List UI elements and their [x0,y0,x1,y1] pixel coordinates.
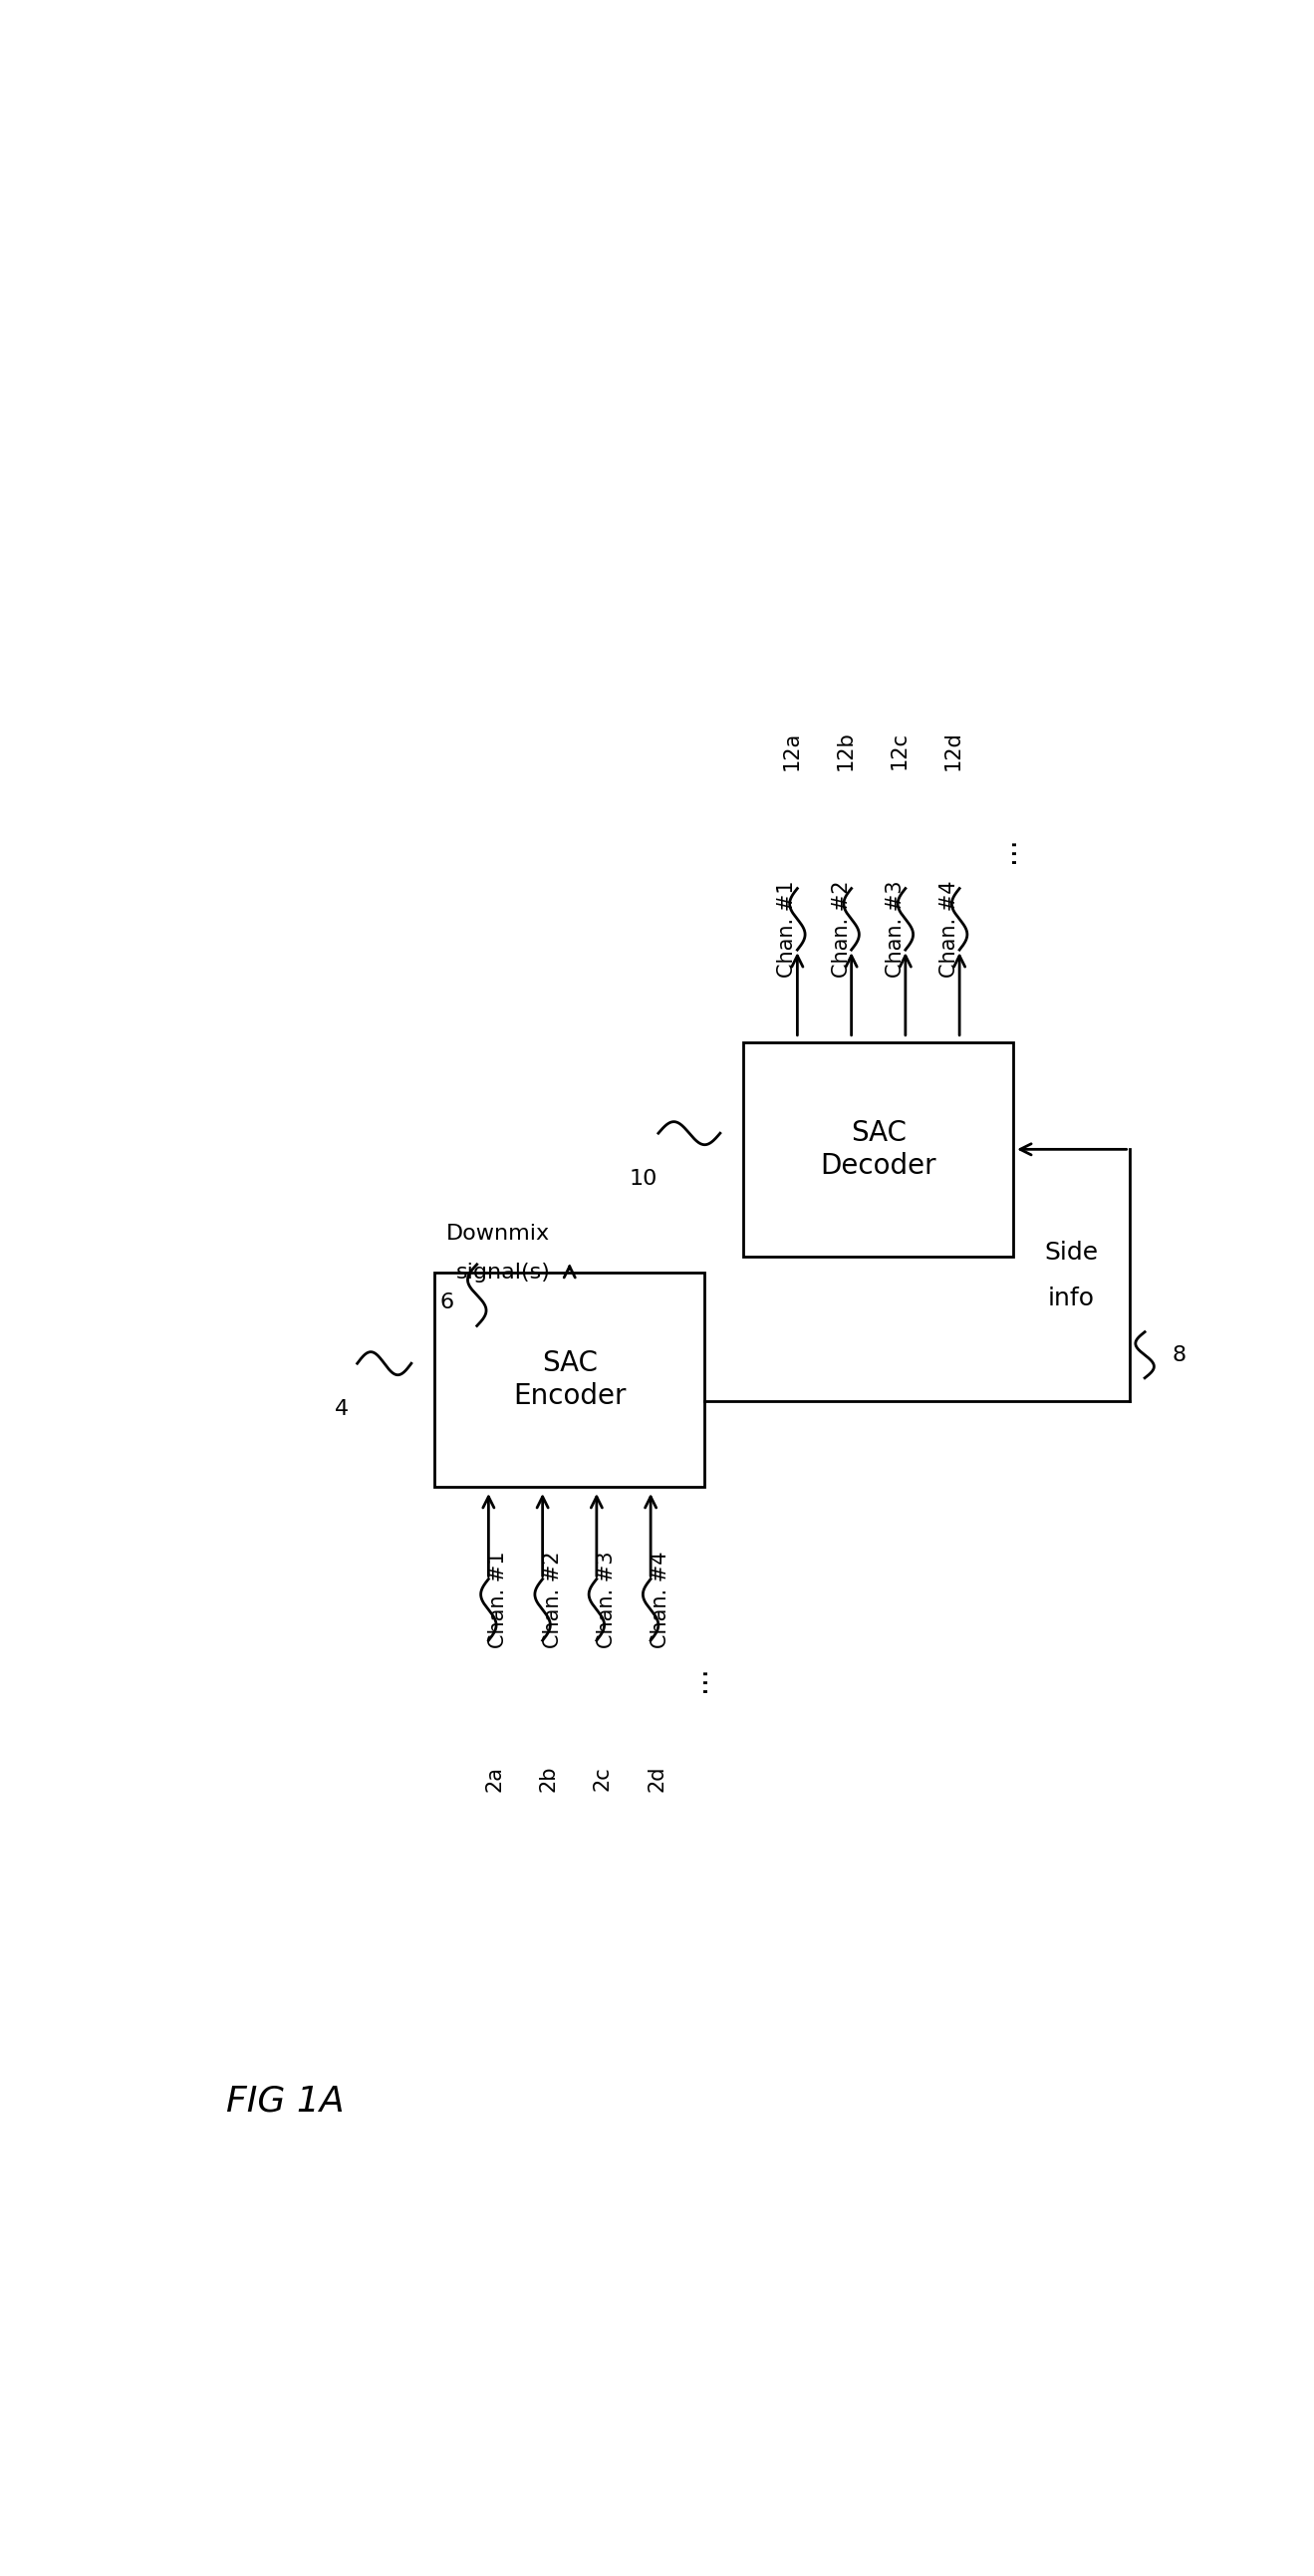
Text: 8: 8 [1172,1345,1185,1365]
Text: 6: 6 [440,1293,453,1314]
Text: signal(s): signal(s) [456,1262,551,1283]
Text: Chan. #3: Chan. #3 [597,1551,616,1649]
Text: Chan. #1: Chan. #1 [778,881,798,979]
Text: Downmix: Downmix [447,1224,551,1244]
Text: Chan. #4: Chan. #4 [650,1551,670,1649]
Text: Chan. #2: Chan. #2 [832,881,851,979]
Text: 2a: 2a [485,1765,505,1790]
Bar [744,1041,1013,1257]
Text: 2c: 2c [593,1767,612,1790]
Text: Chan. #1: Chan. #1 [489,1551,509,1649]
Text: ...: ... [992,837,1020,863]
Bar [435,1273,704,1486]
Text: 12b: 12b [836,732,855,770]
Text: 4: 4 [335,1399,348,1419]
Text: FIG 1A: FIG 1A [226,2084,344,2117]
Text: Side: Side [1045,1239,1099,1265]
Text: 12d: 12d [943,732,963,770]
Text: 12c: 12c [890,732,909,770]
Text: Chan. #4: Chan. #4 [940,881,959,979]
Text: 2b: 2b [539,1765,558,1793]
Text: 10: 10 [629,1170,657,1188]
Text: SAC
Encoder: SAC Encoder [512,1350,625,1409]
Text: ...: ... [683,1667,711,1692]
Text: 12a: 12a [782,732,802,770]
Text: info: info [1049,1285,1095,1311]
Text: Chan. #3: Chan. #3 [886,881,905,979]
Text: 2d: 2d [646,1765,666,1793]
Text: Chan. #2: Chan. #2 [543,1551,562,1649]
Text: SAC
Decoder: SAC Decoder [820,1118,937,1180]
